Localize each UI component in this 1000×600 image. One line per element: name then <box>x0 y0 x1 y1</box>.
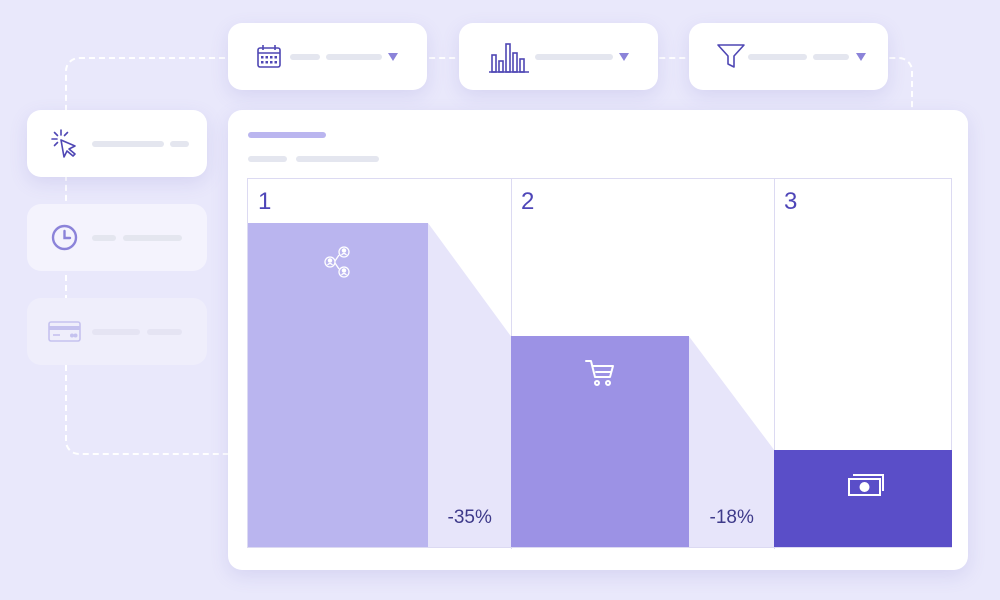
cash-icon <box>847 472 885 498</box>
funnel-dropoff-shading <box>428 223 774 547</box>
placeholder-text-bar <box>123 235 182 241</box>
placeholder-text-bar <box>748 54 807 60</box>
placeholder-text-bar <box>92 141 164 147</box>
step-number-3: 3 <box>784 188 798 215</box>
placeholder-text-bar <box>92 235 116 241</box>
filter-icon <box>716 42 746 70</box>
credit-card-icon <box>48 321 81 342</box>
placeholder-text-bar <box>92 329 140 335</box>
placeholder-text-bar <box>535 54 613 60</box>
dropdown-caret-icon[interactable] <box>856 53 866 61</box>
dropoff-area-1 <box>428 223 511 547</box>
shopping-cart-icon <box>584 358 616 388</box>
report-subtitle-placeholder <box>248 156 287 162</box>
placeholder-text-bar <box>170 141 189 147</box>
funnel-bar-step-1[interactable] <box>248 223 428 547</box>
dropoff-percentage-1: -35% <box>447 507 492 528</box>
users-network-icon <box>322 245 356 279</box>
calendar-icon <box>256 43 282 69</box>
step-number-1: 1 <box>258 188 272 215</box>
placeholder-text-bar <box>813 54 849 60</box>
step-number-2: 2 <box>521 188 535 215</box>
report-subtitle-placeholder <box>296 156 379 162</box>
sidebar-item-time[interactable] <box>27 204 207 271</box>
dropdown-caret-icon[interactable] <box>619 53 629 61</box>
filter-selector[interactable] <box>689 23 888 90</box>
placeholder-text-bar <box>147 329 182 335</box>
report-title-placeholder <box>248 132 326 138</box>
step-column-divider <box>774 179 775 549</box>
dropdown-caret-icon[interactable] <box>388 53 398 61</box>
funnel-chart: 1 -35% 2 -18% 3 <box>247 178 952 549</box>
dropoff-percentage-2: -18% <box>709 507 754 528</box>
chart-type-selector[interactable] <box>459 23 658 90</box>
placeholder-text-bar <box>290 54 320 60</box>
sidebar-item-clicks[interactable] <box>27 110 207 177</box>
sidebar-item-payments[interactable] <box>27 298 207 365</box>
dropoff-area-2 <box>689 336 774 547</box>
placeholder-text-bar <box>326 54 382 60</box>
date-range-selector[interactable] <box>228 23 427 90</box>
funnel-bar-step-3[interactable] <box>774 449 952 547</box>
clock-icon <box>51 224 78 251</box>
cursor-click-icon <box>51 129 79 159</box>
bar-chart-icon <box>488 41 530 73</box>
